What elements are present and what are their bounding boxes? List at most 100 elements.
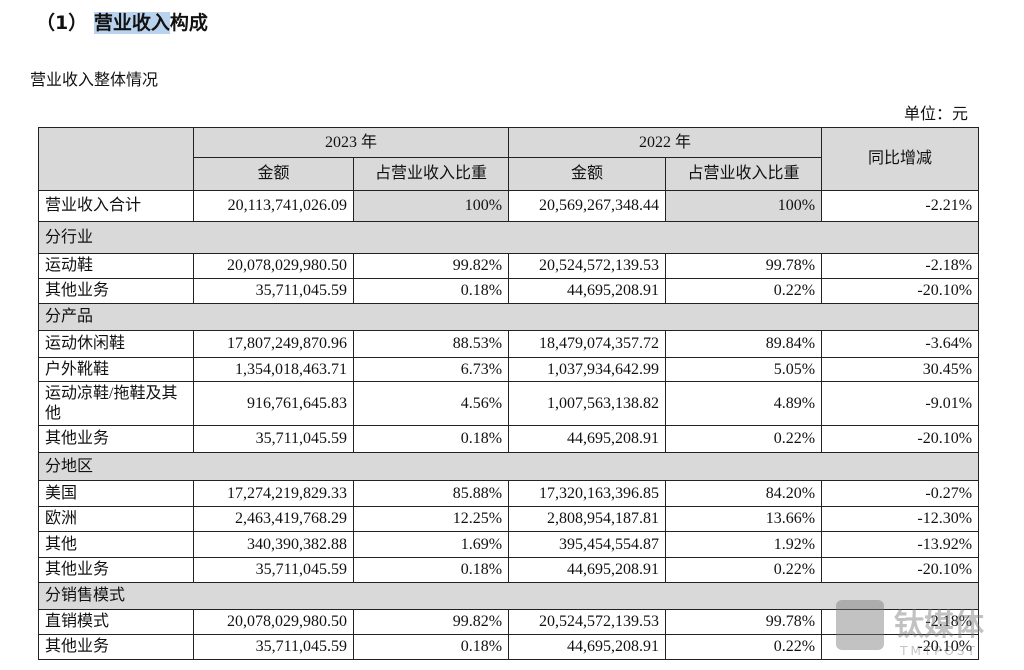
cell: 1.92% bbox=[665, 531, 823, 558]
cell: -20.10% bbox=[821, 634, 980, 660]
cell: 20,078,029,980.50 bbox=[193, 253, 354, 279]
cell: 17,807,249,870.96 bbox=[193, 330, 354, 358]
cell: 2,463,419,768.29 bbox=[193, 506, 354, 532]
cell: 6.73% bbox=[352, 357, 510, 382]
cell: 44,695,208.91 bbox=[508, 425, 667, 453]
cell: 17,274,219,829.33 bbox=[193, 480, 354, 507]
cell: 84.20% bbox=[665, 480, 823, 507]
row-label: 其他业务 bbox=[38, 425, 194, 453]
watermark-logo bbox=[836, 600, 884, 650]
cell: -3.64% bbox=[821, 330, 980, 358]
cell: 1.69% bbox=[352, 531, 510, 558]
cell: 20,524,572,139.53 bbox=[508, 609, 667, 635]
header-cell: 同比增减 bbox=[821, 127, 980, 191]
cell: -20.10% bbox=[821, 425, 980, 453]
cell: -20.10% bbox=[821, 557, 980, 583]
subtitle: 营业收入整体情况 bbox=[30, 72, 159, 89]
cell: 0.18% bbox=[352, 634, 510, 660]
section-row: 分地区 bbox=[37, 452, 980, 481]
cell: 30.45% bbox=[821, 357, 980, 382]
cell: 2,808,954,187.81 bbox=[508, 506, 667, 532]
cell: 340,390,382.88 bbox=[193, 531, 354, 558]
cell: 99.78% bbox=[665, 609, 823, 635]
cell: -2.18% bbox=[821, 253, 980, 279]
row-label: 其他业务 bbox=[38, 278, 194, 304]
cell: 395,454,554.87 bbox=[508, 531, 667, 558]
cell: 85.88% bbox=[352, 480, 510, 507]
cell: 1,037,934,642.99 bbox=[508, 357, 667, 382]
cell: 35,711,045.59 bbox=[193, 634, 354, 660]
cell: 4.56% bbox=[352, 381, 510, 426]
cell: 100% bbox=[665, 190, 823, 222]
data-row: 运动凉鞋/拖鞋及其他 916,761,645.83 4.56% 1,007,563,1… bbox=[38, 381, 980, 426]
data-row: 美国 17,274,219,829.33 85.88% 17,320,163,396.… bbox=[38, 480, 980, 507]
cell: 35,711,045.59 bbox=[193, 425, 354, 453]
row-label: 营业收入合计 bbox=[38, 190, 194, 222]
row-label: 运动凉鞋/拖鞋及其他 bbox=[38, 381, 194, 426]
data-row: 直销模式 20,078,029,980.50 99.82% 20,524,572,13… bbox=[38, 609, 980, 635]
revenue-table: 2023 年 2022 年 同比增减 金额 占营业收入比重 金额 占营业收入比重… bbox=[37, 127, 980, 660]
data-row: 其他业务 35,711,045.59 0.18% 44,695,208.91 0.22%… bbox=[38, 278, 980, 304]
header-row: 金额 占营业收入比重 金额 占营业收入比重 bbox=[39, 157, 979, 191]
cell: 18,479,074,357.72 bbox=[508, 330, 667, 358]
row-label: 美国 bbox=[38, 480, 194, 507]
row-label: 其他业务 bbox=[38, 557, 194, 583]
cell: 0.18% bbox=[352, 557, 510, 583]
title-highlight: 营业收入 bbox=[93, 12, 170, 34]
header-cell bbox=[38, 127, 194, 191]
header-cell: 占营业收入比重 bbox=[352, 157, 510, 191]
row-label: 运动鞋 bbox=[38, 253, 194, 279]
cell: 0.18% bbox=[352, 425, 510, 453]
cell: 88.53% bbox=[352, 330, 510, 358]
cell: 1,354,018,463.71 bbox=[193, 357, 354, 382]
cell: 35,711,045.59 bbox=[193, 278, 354, 304]
section-label: 分产品 bbox=[37, 303, 980, 331]
section-label: 分销售模式 bbox=[37, 582, 980, 610]
section-title: （1） 营业收入构成 bbox=[36, 8, 208, 35]
cell: 17,320,163,396.85 bbox=[508, 480, 667, 507]
title-rest: 构成 bbox=[169, 12, 208, 34]
data-row: 欧洲 2,463,419,768.29 12.25% 2,808,954,187.81… bbox=[38, 506, 980, 532]
header-cell: 金额 bbox=[193, 157, 354, 191]
row-label: 其他业务 bbox=[38, 634, 194, 660]
cell: 0.22% bbox=[665, 278, 823, 304]
cell: 0.22% bbox=[665, 634, 823, 660]
data-row: 运动鞋 20,078,029,980.50 99.82% 20,524,572,139… bbox=[38, 253, 980, 279]
header-cell: 金额 bbox=[508, 157, 667, 191]
cell: 100% bbox=[352, 190, 510, 222]
cell: 916,761,645.83 bbox=[193, 381, 354, 426]
cell: 20,113,741,026.09 bbox=[193, 190, 354, 222]
data-row: 其他业务 35,711,045.59 0.18% 44,695,208.91 0.22%… bbox=[38, 425, 980, 453]
cell: -20.10% bbox=[821, 278, 980, 304]
cell: 99.82% bbox=[352, 253, 510, 279]
cell: 12.25% bbox=[352, 506, 510, 532]
unit: 单位：元 bbox=[903, 106, 968, 123]
cell: 99.78% bbox=[665, 253, 823, 279]
data-row: 运动休闲鞋 17,807,249,870.96 88.53% 18,479,074,3… bbox=[38, 330, 980, 358]
cell: 89.84% bbox=[665, 330, 823, 358]
section-row: 分行业 bbox=[37, 221, 980, 254]
cell: -2.21% bbox=[821, 190, 980, 222]
cell: 35,711,045.59 bbox=[193, 557, 354, 583]
header-row: 2023 年 2022 年 同比增减 bbox=[38, 127, 980, 191]
section-row: 分产品 bbox=[37, 303, 980, 331]
section-label: 分地区 bbox=[37, 452, 980, 481]
data-row: 其他业务 35,711,045.59 0.18% 44,695,208.91 0.22%… bbox=[38, 634, 980, 660]
cell: -0.27% bbox=[821, 480, 980, 507]
cell: -13.92% bbox=[821, 531, 980, 558]
watermark-sub: TMTPOST bbox=[900, 644, 978, 658]
cell: 0.22% bbox=[665, 425, 823, 453]
header-cell: 2023 年 bbox=[192, 127, 510, 158]
cell: 4.89% bbox=[665, 381, 823, 426]
cell: 99.82% bbox=[352, 609, 510, 635]
cell: 44,695,208.91 bbox=[508, 278, 667, 304]
cell: 1,007,563,138.82 bbox=[508, 381, 667, 426]
section-row: 分销售模式 bbox=[37, 582, 980, 610]
data-row: 其他 340,390,382.88 1.69% 395,454,554.87 1.92%… bbox=[38, 531, 980, 558]
row-label: 其他 bbox=[38, 531, 194, 558]
section-label: 分行业 bbox=[37, 221, 980, 254]
cell: 44,695,208.91 bbox=[508, 557, 667, 583]
cell: 44,695,208.91 bbox=[508, 634, 667, 660]
watermark-brand: 钛媒体 bbox=[894, 608, 984, 643]
